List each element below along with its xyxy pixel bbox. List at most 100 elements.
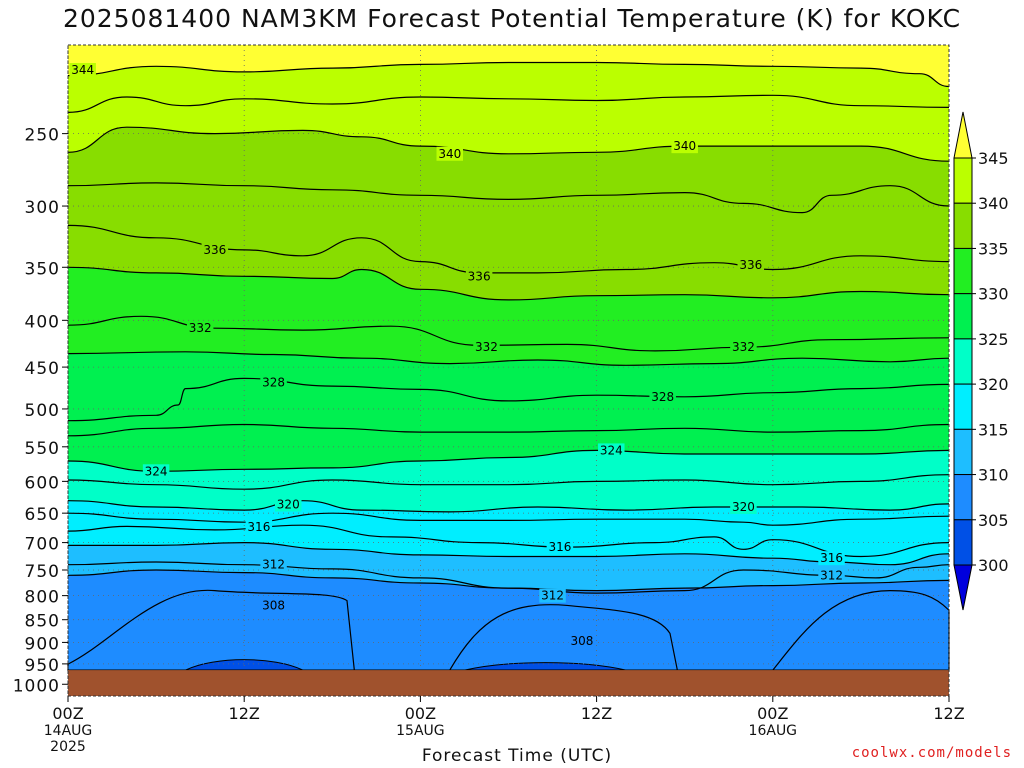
x-tick-label: 16AUG: [749, 723, 798, 739]
contour-label-text: 328: [262, 376, 285, 390]
colorbar-band: [953, 474, 973, 521]
contour-label-bg: [201, 242, 229, 257]
y-tick-label: 350: [25, 259, 60, 279]
contour-label-bg: [818, 551, 845, 566]
colorbar-band: [953, 157, 973, 204]
contour-label-bg: [818, 568, 845, 583]
contour-label-text: 308: [262, 598, 285, 612]
contour-label-bg: [465, 269, 493, 284]
y-tick-label: 750: [25, 562, 60, 582]
colorbar-tick-label: 315: [978, 420, 1009, 439]
colorbar-tick-label: 330: [978, 285, 1009, 304]
contour-label-text: 308: [570, 634, 593, 648]
y-tick-label: 600: [25, 473, 60, 493]
contour-label-text: 316: [820, 551, 843, 565]
potential-temperature-field: [68, 45, 949, 697]
contour-label-text: 316: [548, 540, 571, 554]
colorbar-band: [953, 293, 973, 340]
colorbar-band: [953, 202, 973, 249]
x-tick-label: 2025: [50, 739, 86, 755]
y-tick-label: 450: [25, 359, 60, 379]
y-tick-label: 250: [25, 126, 60, 146]
contour-line: [67, 512, 950, 526]
y-tick-label: 900: [25, 634, 60, 654]
contour-line: [67, 474, 950, 490]
contour-label: 316: [546, 540, 574, 555]
x-axis-label: Forecast Time (UTC): [421, 746, 613, 766]
plot-frame: [67, 44, 950, 697]
colorbar-tick-label: 325: [978, 330, 1009, 349]
colorbar-top-arrow: [953, 111, 973, 159]
contour-label: 336: [737, 257, 765, 272]
contour-label-bg: [546, 540, 574, 555]
contour-label-text: 336: [739, 258, 762, 272]
contour-label-bg: [69, 63, 96, 78]
y-tick-label: 400: [25, 312, 60, 332]
colorbar-band: [953, 428, 973, 476]
contour-label-text: 328: [651, 390, 674, 404]
contour-label-text: 336: [203, 243, 226, 257]
colorbar-tick-label: 310: [978, 466, 1009, 485]
contour-label-bg: [568, 634, 596, 649]
contour-label-bg: [539, 588, 566, 603]
contour-label: 340: [671, 139, 698, 154]
colorbar-tick-label: 305: [978, 511, 1009, 530]
contour-label: 316: [818, 551, 845, 566]
x-tick-label: 15AUG: [396, 723, 445, 739]
contour-labels: 344 340 340 336 336 336 332 332 332 328 328 324 324 3…: [69, 63, 845, 649]
contour-label-bg: [649, 389, 676, 404]
contour-label: 312: [539, 588, 566, 603]
y-tick-label: 700: [25, 535, 60, 555]
contour-line: [67, 561, 950, 594]
contour-label-bg: [260, 375, 287, 390]
contour-label-text: 344: [71, 63, 94, 77]
contour-line: [67, 449, 950, 472]
contour-line: [67, 61, 950, 88]
contour-label-text: 336: [468, 269, 491, 283]
contour-label: 344: [69, 63, 96, 78]
x-tick-label: 12Z: [229, 704, 260, 723]
isentrope-contours: [67, 61, 950, 671]
contour-label: 312: [818, 568, 845, 583]
y-tick-label: 800: [25, 588, 60, 608]
y-tick-label: 550: [25, 439, 60, 459]
contour-label-bg: [436, 146, 464, 161]
contour-label-bg: [260, 598, 287, 613]
axes: 2503003504004505005506006507007508008509…: [13, 44, 965, 755]
colorbar: 345 340 335 330 325 320 315 310 305 300: [953, 111, 1009, 611]
colorbar-band: [953, 338, 973, 385]
contour-label: 336: [465, 269, 493, 284]
contour-line: [67, 351, 950, 366]
contour-label: 320: [275, 497, 302, 512]
x-tick-label: 14AUG: [44, 723, 93, 739]
contour-label: 332: [186, 321, 214, 336]
terrain: [68, 670, 949, 696]
contour-label-bg: [737, 257, 765, 272]
colorbar-tick-label: 340: [978, 194, 1009, 213]
colorbar-tick-label: 345: [978, 149, 1009, 168]
y-tick-label: 500: [25, 401, 60, 421]
colorbar-band: [953, 383, 973, 430]
credit-link[interactable]: coolwx.com/models: [851, 745, 1012, 761]
contour-line: [67, 569, 950, 592]
contour-label-text: 320: [277, 498, 300, 512]
contour-label: 312: [260, 557, 287, 572]
colorbar-tick-label: 300: [978, 556, 1009, 575]
colorbar-band: [953, 247, 973, 295]
contour-label: 324: [598, 443, 625, 458]
y-tick-label: 850: [25, 612, 60, 632]
contour-label: 308: [568, 634, 596, 649]
contour-label-text: 332: [475, 340, 498, 354]
contour-label-text: 312: [541, 589, 564, 603]
y-tick-label: 650: [25, 505, 60, 525]
x-tick-label: 00Z: [405, 704, 436, 723]
contour-label-bg: [186, 321, 214, 336]
contour-label-text: 316: [247, 520, 270, 534]
terrain-block: [68, 670, 949, 696]
contour-label: 340: [436, 146, 464, 161]
contour-label-bg: [260, 557, 287, 572]
contour-label: 328: [649, 389, 676, 404]
contour-label: 320: [730, 499, 757, 514]
y-tick-label: 1000: [13, 676, 60, 696]
